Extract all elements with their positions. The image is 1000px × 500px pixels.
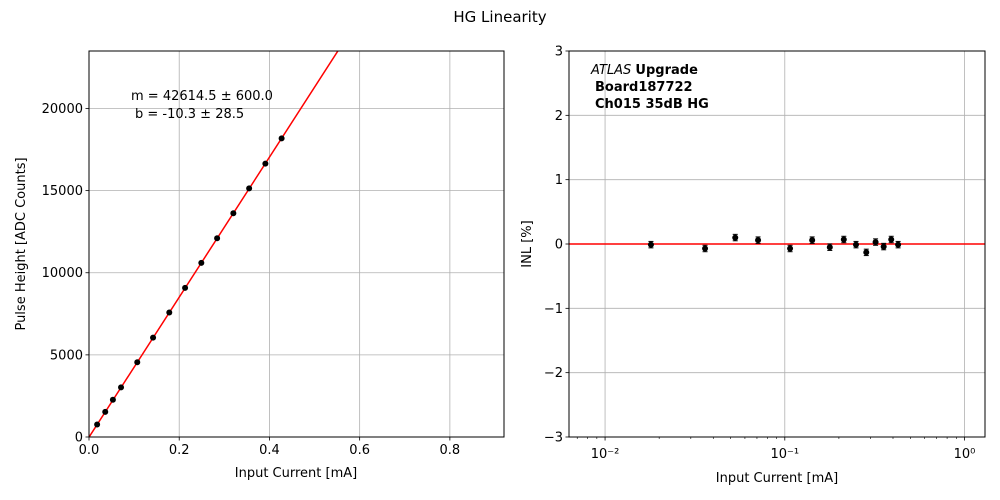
inl-point — [880, 243, 887, 250]
data-point — [262, 160, 269, 167]
inl-point — [787, 245, 794, 252]
left-x-tick-label: 0.2 — [169, 443, 190, 458]
experiment-upgrade: Upgrade — [635, 63, 698, 78]
left-x-tick-label: 0.6 — [349, 443, 370, 458]
left-y-tick-label: 20000 — [42, 102, 83, 117]
data-point — [118, 384, 125, 391]
left-axes-frame — [88, 50, 505, 438]
fit-line — [89, 51, 339, 437]
data-point — [230, 210, 237, 217]
inl-point — [863, 249, 870, 256]
channel-annotation: Ch015 35dB HG — [595, 97, 709, 112]
data-point — [214, 235, 221, 242]
data-point — [94, 421, 101, 428]
inl-point — [732, 234, 739, 241]
fit-intercept-annotation: b = -10.3 ± 28.5 — [135, 107, 244, 122]
inl-point — [888, 236, 895, 243]
inl-point — [853, 241, 860, 248]
left-ylabel: Pulse Height [ADC Counts] — [14, 157, 29, 330]
data-point — [102, 408, 109, 415]
right-x-tick-label: 10⁻¹ — [770, 447, 799, 462]
right-y-tick-label: 2 — [555, 109, 563, 124]
inl-point — [895, 241, 902, 248]
inl-point — [702, 245, 709, 252]
left-x-tick-label: 0.0 — [79, 443, 100, 458]
right-ylabel: INL [%] — [520, 220, 535, 267]
right-y-tick-label: −1 — [544, 302, 563, 317]
fit-slope-annotation: m = 42614.5 ± 600.0 — [131, 89, 273, 104]
inl-point — [826, 244, 833, 251]
data-point — [278, 135, 285, 142]
right-x-tick-label: 10⁰ — [954, 447, 976, 462]
data-point — [134, 359, 141, 366]
left-x-tick-label: 0.8 — [440, 443, 461, 458]
inl-point — [755, 237, 762, 244]
data-point — [246, 185, 253, 192]
data-point — [166, 309, 173, 316]
linear-fit-plot: 0.0 0.2 0.4 0.6 0.8 0 5000 10000 15000 20000 Inpu… — [14, 50, 505, 481]
right-y-tick-label: 0 — [555, 238, 563, 253]
inl-point — [840, 236, 847, 243]
board-annotation: Board187722 — [595, 80, 693, 95]
experiment-name: ATLAS — [590, 63, 631, 78]
experiment-annotation: ATLAS Upgrade — [590, 63, 698, 78]
right-x-tick-label: 10⁻² — [591, 447, 620, 462]
inl-point — [647, 241, 654, 248]
inl-plot: 10⁻² 10⁻¹ 10⁰ −3 −2 −1 0 1 2 3 Input Current [mA]… — [520, 45, 986, 486]
right-y-tick-label: 3 — [555, 45, 563, 60]
left-y-tick-label: 15000 — [42, 184, 83, 199]
data-point — [150, 334, 157, 341]
right-y-tick-label: −2 — [544, 366, 563, 381]
right-y-tick-label: −3 — [544, 431, 563, 446]
inl-point — [809, 237, 816, 244]
left-y-tick-label: 0 — [75, 431, 83, 446]
right-axes-frame — [568, 50, 986, 438]
inl-point — [872, 239, 879, 246]
data-point — [109, 396, 116, 403]
left-x-tick-label: 0.4 — [259, 443, 280, 458]
right-y-tick-label: 1 — [555, 173, 563, 188]
left-y-tick-label: 5000 — [50, 348, 83, 363]
figure-title: HG Linearity — [453, 8, 546, 26]
data-point — [182, 284, 189, 291]
right-xlabel: Input Current [mA] — [716, 471, 838, 486]
left-y-tick-label: 10000 — [42, 266, 83, 281]
data-point — [198, 259, 205, 266]
left-xlabel: Input Current [mA] — [235, 466, 357, 481]
